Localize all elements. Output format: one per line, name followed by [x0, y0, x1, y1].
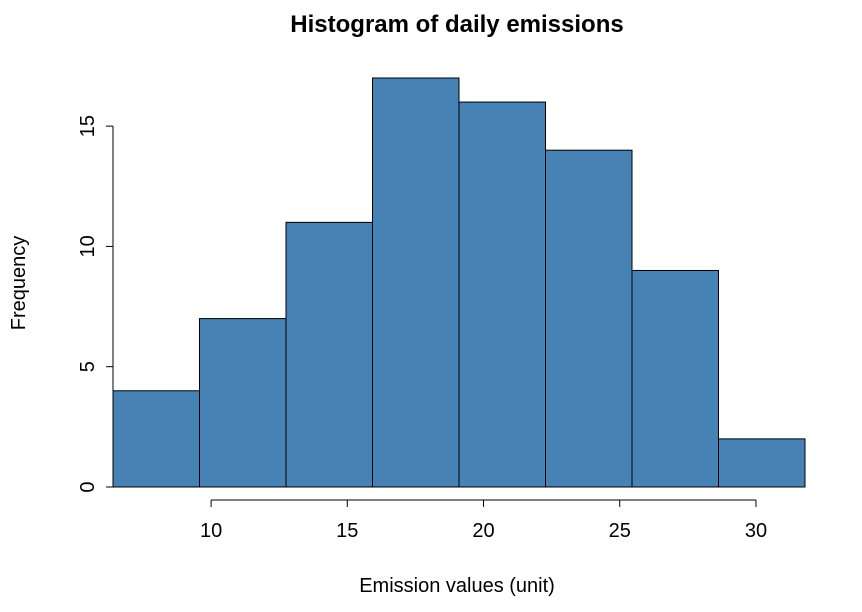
bars-group: [112, 77, 806, 488]
x-axis-label: Emission values (unit): [359, 575, 555, 597]
x-tick-label: 25: [609, 520, 631, 542]
y-tick-label: 0: [77, 481, 99, 492]
y-axis-label: Frequency: [8, 236, 30, 331]
histogram-bar: [112, 390, 200, 488]
y-axis-ticks: 0 5 10 15: [77, 115, 113, 493]
x-tick-label: 10: [200, 520, 222, 542]
chart-title: Histogram of daily emissions: [290, 11, 623, 38]
x-tick-label: 30: [745, 520, 767, 542]
x-tick-label: 15: [336, 520, 358, 542]
histogram-bar: [199, 318, 287, 488]
x-tick-label: 20: [472, 520, 494, 542]
histogram-bar: [372, 77, 460, 488]
histogram-bar: [718, 438, 806, 488]
histogram-bar: [631, 269, 719, 488]
y-tick-label: 5: [77, 361, 99, 372]
y-tick-label: 15: [77, 115, 99, 137]
histogram-bar: [285, 221, 373, 488]
x-axis-ticks: 10 15 20 25 30: [200, 500, 767, 542]
histogram-bar: [458, 101, 546, 488]
y-tick-label: 10: [77, 235, 99, 257]
histogram-bar: [545, 149, 633, 488]
